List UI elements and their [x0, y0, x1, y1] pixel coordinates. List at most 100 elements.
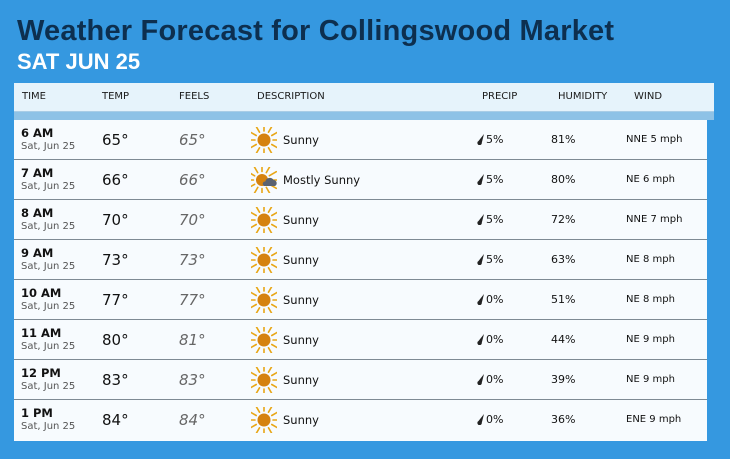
row-feels-like: 81°: [179, 331, 206, 349]
row-time: 10 AM: [21, 286, 62, 300]
column-header-humidity: HUMIDITY: [558, 91, 608, 102]
row-date: Sat, Jun 25: [21, 341, 76, 352]
row-humidity: 63%: [551, 253, 576, 266]
table-header: TIME TEMP FEELS DESCRIPTION PRECIP HUMID…: [14, 83, 714, 112]
row-date: Sat, Jun 25: [21, 301, 76, 312]
row-wind: NE 6 mph: [626, 174, 675, 185]
row-description: Mostly Sunny: [283, 173, 361, 187]
row-wind: ENE 9 mph: [626, 414, 682, 425]
row-date: Sat, Jun 25: [21, 181, 76, 192]
row-time: 11 AM: [21, 326, 62, 340]
table-row-7-am: 7 AM Sat, Jun 25 66° 66° Mostly Sunny 5%…: [14, 160, 707, 200]
forecast-table: 6 AM Sat, Jun 25 65° 65° Sunny 5% 81% NN…: [14, 120, 707, 441]
row-date: Sat, Jun 25: [21, 421, 76, 432]
row-humidity: 81%: [551, 133, 576, 146]
row-feels-like: 65°: [179, 131, 206, 149]
row-description: Sunny: [283, 253, 319, 267]
row-time: 8 AM: [21, 206, 54, 220]
sun-icon: [245, 321, 283, 359]
raindrop-icon: [477, 374, 484, 386]
table-row-6-am: 6 AM Sat, Jun 25 65° 65° Sunny 5% 81% NN…: [14, 120, 707, 160]
row-time: 9 AM: [21, 246, 54, 260]
column-header-temp: TEMP: [102, 91, 130, 102]
mostly-sunny-icon: [244, 162, 280, 198]
row-precip: 0%: [477, 373, 503, 387]
row-precip: 5%: [477, 253, 503, 267]
table-row-9-am: 9 AM Sat, Jun 25 73° 73° Sunny 5% 63% NE…: [14, 240, 707, 280]
row-humidity: 36%: [551, 413, 576, 426]
row-feels-like: 77°: [179, 291, 206, 309]
row-wind: NNE 5 mph: [626, 134, 683, 145]
sun-icon: [245, 241, 283, 279]
row-temp: 83°: [102, 371, 129, 389]
row-feels-like: 73°: [179, 251, 206, 269]
column-header-feels: FEELS: [179, 91, 210, 102]
row-description: Sunny: [283, 213, 319, 227]
row-wind: NE 8 mph: [626, 254, 675, 265]
row-date: Sat, Jun 25: [21, 381, 76, 392]
sun-icon: [245, 401, 283, 439]
row-humidity: 44%: [551, 333, 576, 346]
row-date: Sat, Jun 25: [21, 141, 76, 152]
row-precip: 5%: [477, 173, 503, 187]
table-row-10-am: 10 AM Sat, Jun 25 77° 77° Sunny 0% 51% N…: [14, 280, 707, 320]
raindrop-icon: [477, 214, 484, 226]
row-precip: 0%: [477, 333, 503, 347]
table-row-12-pm: 12 PM Sat, Jun 25 83° 83° Sunny 0% 39% N…: [14, 360, 707, 400]
row-description: Sunny: [283, 293, 319, 307]
row-temp: 84°: [102, 411, 129, 429]
row-precip: 0%: [477, 293, 503, 307]
row-description: Sunny: [283, 133, 319, 147]
row-temp: 66°: [102, 171, 129, 189]
row-description: Sunny: [283, 373, 319, 387]
table-row-1-pm: 1 PM Sat, Jun 25 84° 84° Sunny 0% 36% EN…: [14, 400, 707, 440]
sun-icon: [245, 121, 283, 159]
row-date: Sat, Jun 25: [21, 261, 76, 272]
row-humidity: 39%: [551, 373, 576, 386]
raindrop-icon: [477, 334, 484, 346]
row-precip: 5%: [477, 133, 503, 147]
row-time: 1 PM: [21, 406, 53, 420]
column-header-description: DESCRIPTION: [257, 91, 325, 102]
table-row-11-am: 11 AM Sat, Jun 25 80° 81° Sunny 0% 44% N…: [14, 320, 707, 360]
sun-icon: [245, 361, 283, 399]
row-wind: NNE 7 mph: [626, 214, 683, 225]
raindrop-icon: [477, 134, 484, 146]
row-temp: 65°: [102, 131, 129, 149]
column-header-wind: WIND: [634, 91, 663, 102]
row-temp: 80°: [102, 331, 129, 349]
sun-icon: [245, 201, 283, 239]
row-description: Sunny: [283, 333, 319, 347]
row-humidity: 72%: [551, 213, 576, 226]
table-row-8-am: 8 AM Sat, Jun 25 70° 70° Sunny 5% 72% NN…: [14, 200, 707, 240]
row-humidity: 51%: [551, 293, 576, 306]
row-temp: 70°: [102, 211, 129, 229]
page-subtitle-date: SAT JUN 25: [17, 49, 141, 74]
row-date: Sat, Jun 25: [21, 221, 76, 232]
page-title: Weather Forecast for Collingswood Market: [17, 15, 615, 47]
row-humidity: 80%: [551, 173, 576, 186]
row-description: Sunny: [283, 413, 319, 427]
row-wind: NE 9 mph: [626, 374, 675, 385]
row-temp: 77°: [102, 291, 129, 309]
row-precip: 5%: [477, 213, 503, 227]
row-wind: NE 9 mph: [626, 334, 675, 345]
row-precip: 0%: [477, 413, 503, 427]
row-feels-like: 70°: [179, 211, 206, 229]
header-separator-band: [14, 112, 714, 120]
row-temp: 73°: [102, 251, 129, 269]
column-header-time: TIME: [22, 91, 47, 102]
row-feels-like: 83°: [179, 371, 206, 389]
row-time: 6 AM: [21, 126, 54, 140]
row-time: 12 PM: [21, 366, 61, 380]
row-feels-like: 66°: [179, 171, 206, 189]
raindrop-icon: [477, 414, 484, 426]
sun-icon: [245, 281, 283, 319]
row-wind: NE 8 mph: [626, 294, 675, 305]
raindrop-icon: [477, 254, 484, 266]
raindrop-icon: [477, 294, 484, 306]
row-time: 7 AM: [21, 166, 54, 180]
raindrop-icon: [477, 174, 484, 186]
row-feels-like: 84°: [179, 411, 206, 429]
column-header-precip: PRECIP: [482, 91, 518, 102]
